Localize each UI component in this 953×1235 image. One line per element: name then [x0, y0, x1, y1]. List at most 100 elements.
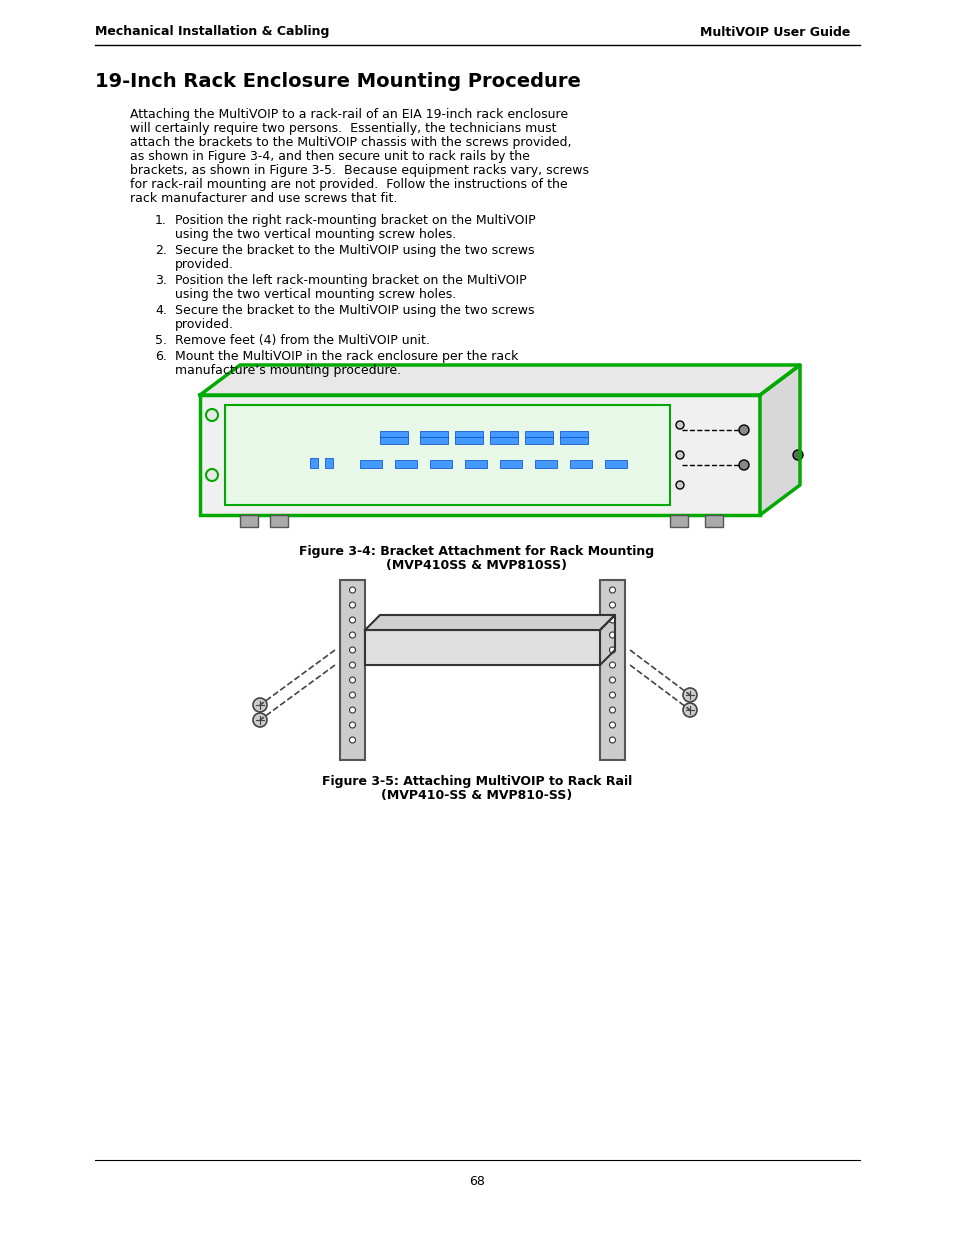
Text: Position the right rack-mounting bracket on the MultiVOIP: Position the right rack-mounting bracket…	[174, 214, 535, 227]
Text: brackets, as shown in Figure 3-5.  Because equipment racks vary, screws: brackets, as shown in Figure 3-5. Becaus…	[130, 164, 588, 177]
Circle shape	[349, 692, 355, 698]
Circle shape	[676, 451, 683, 459]
Bar	[325, 458, 333, 468]
Text: will certainly require two persons.  Essentially, the technicians must: will certainly require two persons. Esse…	[130, 122, 556, 135]
Circle shape	[609, 647, 615, 653]
Text: Secure the bracket to the MultiVOIP using the two screws: Secure the bracket to the MultiVOIP usin…	[174, 245, 534, 257]
Bar	[490, 437, 517, 445]
Bar	[359, 459, 381, 468]
Circle shape	[349, 677, 355, 683]
Circle shape	[206, 409, 218, 421]
Circle shape	[253, 698, 267, 713]
Bar	[535, 459, 557, 468]
Bar	[455, 431, 482, 438]
Circle shape	[609, 677, 615, 683]
Text: using the two vertical mounting screw holes.: using the two vertical mounting screw ho…	[174, 228, 456, 241]
Text: Secure the bracket to the MultiVOIP using the two screws: Secure the bracket to the MultiVOIP usin…	[174, 304, 534, 317]
Bar	[200, 395, 760, 515]
Circle shape	[349, 601, 355, 608]
Circle shape	[609, 601, 615, 608]
Text: (MVP410SS & MVP810SS): (MVP410SS & MVP810SS)	[386, 559, 567, 572]
Bar	[270, 515, 288, 527]
Text: for rack-rail mounting are not provided.  Follow the instructions of the: for rack-rail mounting are not provided.…	[130, 178, 567, 191]
Circle shape	[682, 688, 697, 701]
Circle shape	[609, 737, 615, 743]
Bar	[395, 459, 416, 468]
Text: using the two vertical mounting screw holes.: using the two vertical mounting screw ho…	[174, 288, 456, 301]
Circle shape	[676, 421, 683, 429]
Text: Mount the MultiVOIP in the rack enclosure per the rack: Mount the MultiVOIP in the rack enclosur…	[174, 350, 517, 363]
Bar	[310, 458, 317, 468]
Bar	[524, 437, 553, 445]
Circle shape	[609, 662, 615, 668]
Text: 6.: 6.	[154, 350, 167, 363]
Polygon shape	[365, 615, 615, 630]
Circle shape	[253, 713, 267, 727]
Bar	[704, 515, 722, 527]
Circle shape	[609, 706, 615, 713]
Circle shape	[609, 632, 615, 638]
Bar	[599, 580, 624, 760]
Bar	[379, 437, 408, 445]
Bar	[240, 515, 257, 527]
Text: 19-Inch Rack Enclosure Mounting Procedure: 19-Inch Rack Enclosure Mounting Procedur…	[95, 72, 580, 91]
Circle shape	[349, 737, 355, 743]
Bar	[430, 459, 452, 468]
Bar	[524, 431, 553, 438]
Text: Position the left rack-mounting bracket on the MultiVOIP: Position the left rack-mounting bracket …	[174, 274, 526, 287]
Bar	[559, 431, 587, 438]
Polygon shape	[200, 366, 800, 395]
Text: Figure 3-5: Attaching MultiVOIP to Rack Rail: Figure 3-5: Attaching MultiVOIP to Rack …	[321, 776, 632, 788]
Circle shape	[349, 618, 355, 622]
Circle shape	[349, 632, 355, 638]
Text: manufacture’s mounting procedure.: manufacture’s mounting procedure.	[174, 364, 400, 377]
Text: (MVP410-SS & MVP810-SS): (MVP410-SS & MVP810-SS)	[381, 789, 572, 802]
Circle shape	[609, 618, 615, 622]
Bar	[464, 459, 486, 468]
Circle shape	[609, 692, 615, 698]
Text: MultiVOIP User Guide: MultiVOIP User Guide	[700, 26, 849, 38]
Text: 68: 68	[469, 1174, 484, 1188]
Bar	[499, 459, 521, 468]
Text: rack manufacturer and use screws that fit.: rack manufacturer and use screws that fi…	[130, 191, 397, 205]
Bar	[339, 580, 365, 760]
Text: Figure 3-4: Bracket Attachment for Rack Mounting: Figure 3-4: Bracket Attachment for Rack …	[299, 545, 654, 558]
Text: 5.: 5.	[154, 333, 167, 347]
Circle shape	[349, 587, 355, 593]
Text: Attaching the MultiVOIP to a rack-rail of an EIA 19-inch rack enclosure: Attaching the MultiVOIP to a rack-rail o…	[130, 107, 568, 121]
Circle shape	[206, 469, 218, 480]
Circle shape	[676, 480, 683, 489]
Circle shape	[739, 425, 748, 435]
Circle shape	[682, 703, 697, 718]
Bar	[559, 437, 587, 445]
Bar	[379, 431, 408, 438]
Bar	[365, 630, 599, 664]
Bar	[419, 431, 448, 438]
Text: 3.: 3.	[154, 274, 167, 287]
Text: 2.: 2.	[154, 245, 167, 257]
Text: 4.: 4.	[154, 304, 167, 317]
Text: as shown in Figure 3-4, and then secure unit to rack rails by the: as shown in Figure 3-4, and then secure …	[130, 149, 529, 163]
Circle shape	[349, 647, 355, 653]
Circle shape	[739, 459, 748, 471]
Bar	[604, 459, 626, 468]
Text: Mechanical Installation & Cabling: Mechanical Installation & Cabling	[95, 26, 329, 38]
Circle shape	[349, 706, 355, 713]
Bar	[225, 405, 669, 505]
Circle shape	[349, 722, 355, 727]
Text: attach the brackets to the MultiVOIP chassis with the screws provided,: attach the brackets to the MultiVOIP cha…	[130, 136, 571, 149]
Circle shape	[792, 450, 802, 459]
Circle shape	[609, 722, 615, 727]
Text: 1.: 1.	[154, 214, 167, 227]
Text: provided.: provided.	[174, 258, 233, 270]
Bar	[669, 515, 687, 527]
Bar	[455, 437, 482, 445]
Text: Remove feet (4) from the MultiVOIP unit.: Remove feet (4) from the MultiVOIP unit.	[174, 333, 430, 347]
Circle shape	[349, 662, 355, 668]
Bar	[569, 459, 592, 468]
Polygon shape	[760, 366, 800, 515]
Circle shape	[609, 587, 615, 593]
Bar	[490, 431, 517, 438]
Text: provided.: provided.	[174, 317, 233, 331]
Bar	[419, 437, 448, 445]
